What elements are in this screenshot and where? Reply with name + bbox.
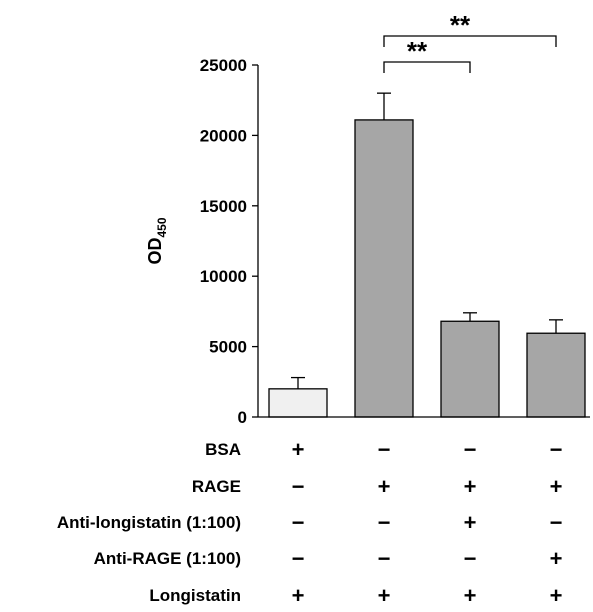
- bar-4: [526, 332, 586, 418]
- y-tick-label: 0: [238, 408, 247, 427]
- condition-label: Longistatin: [149, 586, 241, 605]
- y-tick-label: 15000: [200, 197, 247, 216]
- significance-label-1: **: [407, 36, 428, 66]
- condition-table: BSA + − − − RAGE − + + + Anti-longistatin (1:100) −…: [57, 437, 563, 608]
- y-axis-label: OD450: [145, 217, 169, 264]
- plus-sign: +: [464, 583, 477, 608]
- minus-sign: −: [550, 437, 563, 462]
- y-tick-label: 25000: [200, 56, 247, 75]
- condition-label: Anti-RAGE (1:100): [94, 549, 241, 568]
- significance-label-2: **: [450, 10, 471, 40]
- minus-sign: −: [464, 546, 477, 571]
- plus-sign: +: [378, 474, 391, 499]
- minus-sign: −: [292, 510, 305, 535]
- minus-sign: −: [378, 546, 391, 571]
- error-bars-layer: [291, 92, 563, 389]
- bars-layer: [268, 119, 586, 418]
- condition-label: RAGE: [192, 477, 241, 496]
- plus-sign: +: [464, 474, 477, 499]
- minus-sign: −: [378, 510, 391, 535]
- plus-sign: +: [378, 583, 391, 608]
- significance-bracket-1: [383, 61, 471, 73]
- condition-label: Anti-longistatin (1:100): [57, 513, 241, 532]
- y-axis: 0 5000 10000 15000 20000 25000 OD450: [145, 56, 590, 427]
- minus-sign: −: [292, 474, 305, 499]
- plus-sign: +: [292, 437, 305, 462]
- bar-3: [440, 320, 500, 418]
- plus-sign: +: [292, 583, 305, 608]
- y-tick-label: 5000: [209, 338, 247, 357]
- plus-sign: +: [464, 510, 477, 535]
- significance-bracket-2: [383, 35, 557, 47]
- condition-label: BSA: [205, 440, 241, 459]
- plus-sign: +: [550, 474, 563, 499]
- y-tick-label: 20000: [200, 126, 247, 145]
- plus-sign: +: [550, 546, 563, 571]
- significance-layer: ** **: [383, 10, 557, 73]
- y-tick-label: 10000: [200, 267, 247, 286]
- minus-sign: −: [378, 437, 391, 462]
- minus-sign: −: [464, 437, 477, 462]
- bar-2: [354, 119, 414, 418]
- minus-sign: −: [550, 510, 563, 535]
- minus-sign: −: [292, 546, 305, 571]
- plus-sign: +: [550, 583, 563, 608]
- bar-1: [268, 388, 328, 418]
